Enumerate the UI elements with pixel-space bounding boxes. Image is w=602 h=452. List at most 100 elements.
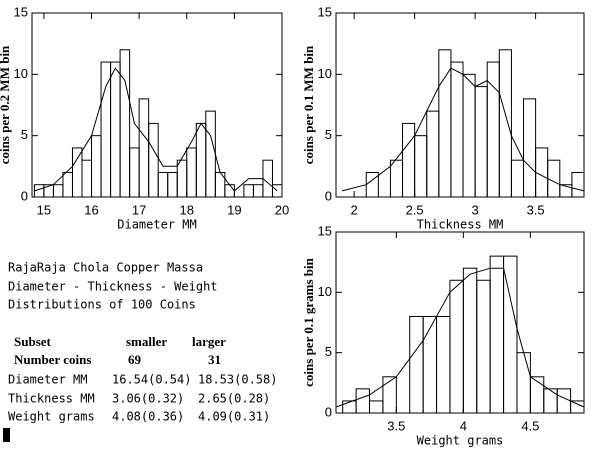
table-header: larger bbox=[192, 334, 226, 349]
x-tick-label: 3 bbox=[472, 202, 479, 217]
table-cell: 18.53(0.58) bbox=[198, 373, 277, 387]
x-tick-label: 18 bbox=[180, 202, 194, 217]
y-tick-label: 5 bbox=[325, 344, 332, 359]
histogram-bar bbox=[157, 171, 169, 198]
histogram-bar bbox=[262, 159, 273, 198]
histogram-bar bbox=[436, 315, 451, 414]
table-cell: 4.08(0.36) bbox=[112, 410, 184, 424]
histogram-bar bbox=[342, 400, 357, 414]
histogram-bar bbox=[450, 61, 464, 198]
histogram-bar bbox=[52, 184, 64, 198]
histogram-bar bbox=[62, 171, 73, 198]
histogram-bar bbox=[271, 184, 283, 198]
histogram-bar bbox=[205, 110, 216, 198]
histogram-bar bbox=[523, 98, 537, 198]
histogram-bar bbox=[414, 135, 428, 198]
histogram-bar bbox=[543, 388, 558, 414]
x-tick-label: 2.5 bbox=[406, 202, 424, 217]
y-tick-label: 5 bbox=[325, 127, 332, 142]
histogram-bar bbox=[148, 122, 159, 198]
histogram-bar bbox=[176, 159, 188, 198]
table-cell: 4.09(0.31) bbox=[198, 410, 270, 424]
histogram-bar bbox=[402, 122, 416, 198]
histogram-bar bbox=[535, 147, 549, 198]
histogram-bar bbox=[556, 388, 572, 414]
histogram-bar bbox=[119, 49, 131, 198]
histogram-bar bbox=[489, 255, 505, 414]
histogram-bar bbox=[186, 147, 197, 198]
histogram-bar bbox=[426, 110, 440, 198]
y-axis-label: coins per 0.1 grams bin bbox=[301, 257, 316, 386]
x-tick-label: 17 bbox=[132, 202, 146, 217]
histogram-bar bbox=[91, 135, 102, 198]
histogram-bar bbox=[167, 171, 178, 198]
y-tick-label: 10 bbox=[318, 66, 332, 81]
y-tick-label: 0 bbox=[325, 188, 332, 203]
x-tick-label: 3.5 bbox=[387, 418, 405, 433]
cursor bbox=[3, 428, 10, 442]
caption-line: RajaRaja Chola Copper Massa bbox=[8, 261, 203, 275]
histogram-bar bbox=[476, 279, 491, 414]
x-tick-label: 19 bbox=[227, 202, 241, 217]
histogram-bar bbox=[498, 49, 512, 198]
table-cell: Weight grams bbox=[8, 410, 95, 424]
table-cell: Number coins bbox=[14, 352, 91, 367]
caption-line: Diameter - Thickness - Weight bbox=[8, 280, 218, 294]
y-tick-label: 15 bbox=[14, 4, 28, 19]
plot-frame bbox=[335, 231, 585, 414]
histogram-bar bbox=[510, 159, 525, 198]
x-tick-label: 4.5 bbox=[521, 418, 539, 433]
x-tick-label: 2 bbox=[351, 202, 358, 217]
y-axis-label: coins per 0.1 MM bin bbox=[301, 45, 316, 164]
y-tick-label: 10 bbox=[14, 66, 28, 81]
histogram-bar bbox=[138, 98, 150, 198]
x-axis-label: Thickness MM bbox=[417, 218, 504, 232]
y-axis-label: coins per 0.2 MM bin bbox=[0, 45, 12, 164]
table-header: Subset bbox=[14, 334, 52, 349]
histogram-bar bbox=[422, 315, 438, 414]
histogram-bar bbox=[243, 184, 254, 198]
histogram-bar bbox=[409, 315, 424, 414]
density-curve bbox=[335, 267, 585, 408]
histogram-bar bbox=[224, 184, 235, 198]
density-curve bbox=[34, 67, 278, 192]
histogram-bar bbox=[462, 73, 476, 198]
plot-frame bbox=[335, 12, 585, 198]
density-curve bbox=[341, 67, 585, 192]
histogram-bar bbox=[474, 86, 488, 198]
x-tick-label: 16 bbox=[84, 202, 98, 217]
histogram-bar bbox=[71, 147, 83, 198]
y-tick-label: 0 bbox=[325, 404, 332, 419]
x-tick-label: 20 bbox=[275, 202, 289, 217]
histogram-bar bbox=[547, 159, 561, 198]
x-tick-label: 4 bbox=[460, 418, 467, 433]
histogram-bar bbox=[129, 147, 140, 198]
histogram-bar bbox=[503, 255, 518, 414]
histogram-bar bbox=[369, 400, 384, 414]
x-tick-label: 3.5 bbox=[527, 202, 545, 217]
histogram-bar bbox=[462, 267, 478, 414]
y-tick-label: 5 bbox=[21, 127, 28, 142]
table-header: smaller bbox=[126, 334, 167, 349]
table-cell: 31 bbox=[208, 352, 221, 367]
histogram-bar bbox=[516, 352, 531, 414]
histogram-bar bbox=[389, 159, 404, 198]
histogram-bar bbox=[110, 61, 121, 198]
x-tick-label: 15 bbox=[37, 202, 51, 217]
histogram-bar bbox=[449, 279, 464, 414]
histogram-bar bbox=[571, 171, 585, 198]
table-cell: 69 bbox=[128, 352, 142, 367]
table-cell: 16.54(0.54) bbox=[112, 373, 191, 387]
table-cell: Diameter MM bbox=[8, 373, 87, 387]
histogram-bar bbox=[355, 388, 371, 414]
y-tick-label: 15 bbox=[318, 223, 332, 238]
y-tick-label: 10 bbox=[318, 284, 332, 299]
table-cell: 3.06(0.32) bbox=[112, 392, 184, 406]
x-axis-label: Diameter MM bbox=[117, 218, 196, 232]
histogram-bar bbox=[195, 122, 207, 198]
histogram-bar bbox=[382, 376, 397, 414]
histogram-bar bbox=[365, 171, 379, 198]
histogram-bar bbox=[100, 61, 112, 198]
histogram-bar bbox=[570, 400, 585, 414]
